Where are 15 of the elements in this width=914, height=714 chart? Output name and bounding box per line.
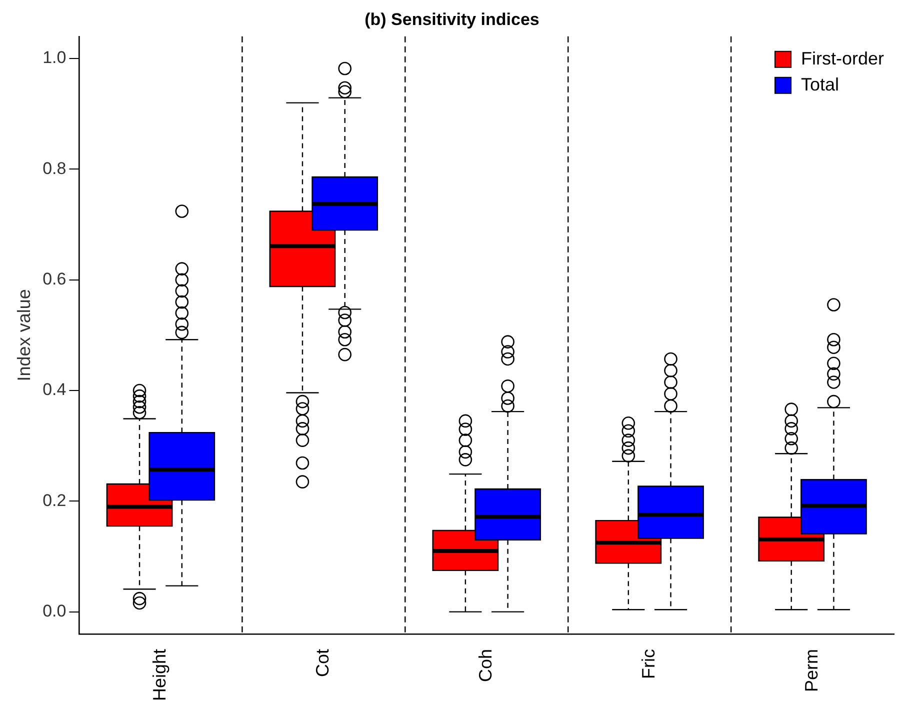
y-tick-label: 1.0 (42, 48, 66, 68)
x-tick-label: Perm (801, 648, 822, 692)
x-tick-label: Fric (638, 648, 659, 679)
x-tick-label: Coh (476, 648, 496, 682)
y-axis-title: Index value (14, 289, 34, 382)
y-tick-label: 0.6 (42, 270, 66, 289)
x-tick-label: Height (150, 648, 170, 701)
x-tick-label: Cot (312, 648, 333, 677)
y-tick-label: 0.4 (42, 380, 66, 400)
y-tick-label: 0.0 (42, 602, 66, 621)
y-tick-label: 0.8 (42, 158, 66, 178)
chart-title: (b) Sensitivity indices (364, 10, 540, 29)
y-tick-label: 0.2 (42, 490, 66, 510)
legend-label: Total (800, 74, 840, 94)
legend-label: First-order (800, 48, 884, 68)
